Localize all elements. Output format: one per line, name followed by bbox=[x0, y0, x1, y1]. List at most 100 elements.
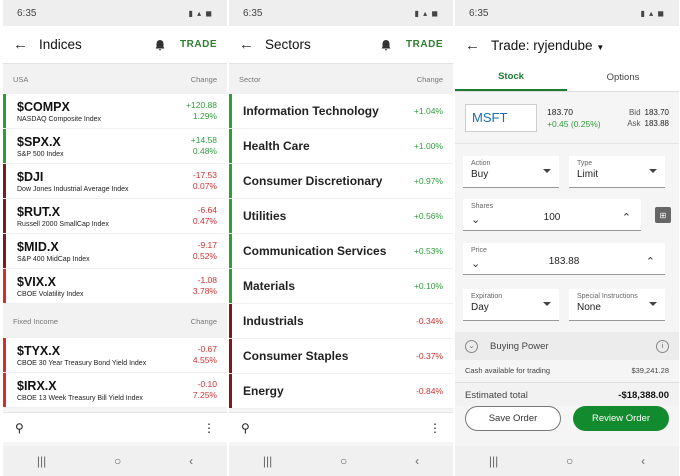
shares-stepper[interactable]: Shares 100 ⌄ ⌃ bbox=[463, 199, 641, 231]
order-actions: Save Order Review Order bbox=[455, 406, 679, 436]
index-row-compx[interactable]: $COMPX NASDAQ Composite Index +120.88 1.29% bbox=[3, 94, 227, 129]
trend-bar bbox=[229, 339, 232, 373]
buying-power-toggle[interactable]: ⌄ Buying Power i bbox=[455, 332, 679, 360]
increment-chevron-icon[interactable]: ⌃ bbox=[645, 256, 655, 268]
index-symbol: $VIX.X bbox=[17, 274, 56, 289]
index-change: +120.88 bbox=[186, 100, 217, 110]
index-change: -1.08 bbox=[197, 275, 217, 285]
recents-button[interactable]: ||| bbox=[262, 454, 273, 468]
sectors-screen: 6:35 ▮ ▴ ◼ ← Sectors TRADE Sector Change… bbox=[229, 0, 453, 476]
index-pct: 0.07% bbox=[192, 181, 217, 191]
index-change: -9.17 bbox=[197, 240, 217, 250]
sector-row[interactable]: Industrials -0.34% bbox=[229, 304, 453, 339]
expand-chevron-icon: ⌄ bbox=[465, 339, 478, 353]
system-back-button[interactable]: ‹ bbox=[415, 454, 420, 468]
system-back-button[interactable]: ‹ bbox=[189, 454, 194, 468]
system-nav-bar: ||| ○ ‹ bbox=[455, 446, 679, 476]
special-instructions-select[interactable]: Special Instructions None bbox=[569, 289, 665, 321]
status-bar: 6:35 ▮ ▴ ◼ bbox=[229, 0, 453, 26]
trade-button[interactable]: TRADE bbox=[406, 39, 443, 50]
save-order-button[interactable]: Save Order bbox=[465, 406, 561, 431]
page-title: Trade: ryjendube bbox=[491, 37, 593, 53]
symbol-input[interactable]: MSFT bbox=[465, 103, 537, 132]
share-calculator-icon[interactable]: ⊞ bbox=[655, 207, 671, 223]
sector-row[interactable]: Health Care +1.00% bbox=[229, 129, 453, 164]
decrement-chevron-icon[interactable]: ⌄ bbox=[471, 214, 481, 226]
back-arrow-icon[interactable]: ← bbox=[465, 36, 480, 54]
index-change: -17.53 bbox=[192, 170, 217, 180]
search-icon[interactable]: ⚲ bbox=[15, 420, 24, 435]
special-value: None bbox=[577, 302, 601, 313]
index-name: Russell 2000 SmallCap Index bbox=[17, 220, 109, 228]
sector-row[interactable]: Materials +0.10% bbox=[229, 269, 453, 304]
sector-name: Utilities bbox=[243, 209, 287, 223]
dropdown-caret-icon bbox=[649, 169, 657, 173]
recents-button[interactable]: ||| bbox=[488, 454, 499, 468]
tab-stock[interactable]: Stock bbox=[455, 64, 567, 91]
bell-icon[interactable] bbox=[154, 39, 166, 51]
search-icon[interactable]: ⚲ bbox=[241, 420, 250, 435]
index-name: Dow Jones Industrial Average Index bbox=[17, 185, 129, 193]
sector-row[interactable]: Communication Services +0.53% bbox=[229, 234, 453, 269]
sector-row[interactable]: Information Technology +1.04% bbox=[229, 94, 453, 129]
status-icons: ▮ ▴ ◼ bbox=[414, 8, 439, 18]
sector-change: +0.97% bbox=[413, 176, 443, 186]
index-symbol: $SPX.X bbox=[17, 134, 61, 149]
back-arrow-icon[interactable]: ← bbox=[13, 36, 28, 53]
dropdown-caret-icon bbox=[543, 302, 551, 306]
action-select[interactable]: Action Buy bbox=[463, 156, 559, 188]
bid-value: 183.70 bbox=[644, 107, 669, 117]
ask-value: 183.88 bbox=[644, 118, 669, 128]
more-menu-icon[interactable]: ⋮ bbox=[203, 420, 215, 435]
index-change: -0.67 bbox=[197, 344, 217, 354]
sector-row[interactable]: Utilities +0.56% bbox=[229, 199, 453, 234]
index-row-vix[interactable]: $VIX.X CBOE Volatility Index -1.08 3.78% bbox=[3, 269, 227, 304]
decrement-chevron-icon[interactable]: ⌄ bbox=[471, 258, 481, 270]
index-pct: 7.25% bbox=[192, 390, 217, 400]
index-name: NASDAQ Composite Index bbox=[17, 115, 102, 123]
trend-bar bbox=[229, 374, 232, 408]
more-menu-icon[interactable]: ⋮ bbox=[429, 420, 441, 435]
home-button[interactable]: ○ bbox=[340, 454, 348, 468]
status-time: 6:35 bbox=[17, 7, 37, 19]
sector-row[interactable]: Consumer Staples -0.37% bbox=[229, 339, 453, 374]
trend-bar bbox=[229, 129, 232, 163]
sector-row[interactable]: Energy -0.84% bbox=[229, 374, 453, 409]
info-icon[interactable]: i bbox=[656, 339, 669, 353]
buying-power-label: Buying Power bbox=[490, 340, 549, 352]
index-change: -6.64 bbox=[197, 205, 217, 215]
index-row-irx[interactable]: $IRX.X CBOE 13 Week Treasury Bill Yield I… bbox=[3, 373, 227, 408]
index-name: CBOE Volatility Index bbox=[17, 290, 84, 298]
index-row-tyx[interactable]: $TYX.X CBOE 30 Year Treasury Bond Yield I… bbox=[3, 338, 227, 373]
action-label: Action bbox=[471, 160, 491, 167]
price-value: 183.88 bbox=[548, 256, 580, 267]
account-selector[interactable]: Trade: ryjendube ▼ bbox=[491, 38, 669, 53]
index-row-rut[interactable]: $RUT.X Russell 2000 SmallCap Index -6.64 0.… bbox=[3, 199, 227, 234]
recents-button[interactable]: ||| bbox=[36, 454, 47, 468]
back-arrow-icon[interactable]: ← bbox=[239, 36, 254, 53]
type-select[interactable]: Type Limit bbox=[569, 156, 665, 188]
system-nav-bar: ||| ○ ‹ bbox=[3, 446, 227, 476]
index-row-spx[interactable]: $SPX.X S&P 500 Index +14.58 0.48% bbox=[3, 129, 227, 164]
home-button[interactable]: ○ bbox=[114, 454, 122, 468]
bell-icon[interactable] bbox=[380, 39, 392, 51]
trade-screen: 6:35 ▮ ▴ ◼ ← Trade: ryjendube ▼ Stock Op… bbox=[455, 0, 679, 476]
trade-button[interactable]: TRADE bbox=[180, 39, 217, 50]
increment-chevron-icon[interactable]: ⌃ bbox=[621, 212, 631, 224]
cash-available: Cash available for trading $39,241.28 bbox=[455, 366, 679, 380]
index-row-mid[interactable]: $MID.X S&P 400 MidCap Index -9.17 0.52% bbox=[3, 234, 227, 269]
sector-row[interactable]: Consumer Discretionary +0.97% bbox=[229, 164, 453, 199]
review-order-button[interactable]: Review Order bbox=[573, 406, 669, 431]
price-stepper[interactable]: Price 183.88 ⌄ ⌃ bbox=[463, 243, 665, 275]
home-button[interactable]: ○ bbox=[566, 454, 574, 468]
expiration-select[interactable]: Expiration Day bbox=[463, 289, 559, 321]
special-label: Special Instructions bbox=[577, 293, 638, 300]
tab-options[interactable]: Options bbox=[606, 72, 640, 83]
sector-list: Information Technology +1.04% Health Care… bbox=[229, 94, 453, 409]
type-value: Limit bbox=[577, 169, 599, 180]
sector-name: Consumer Staples bbox=[243, 349, 349, 363]
trend-bar bbox=[3, 94, 6, 128]
system-back-button[interactable]: ‹ bbox=[641, 454, 646, 468]
index-row-dji[interactable]: $DJI Dow Jones Industrial Average Index -1… bbox=[3, 164, 227, 199]
